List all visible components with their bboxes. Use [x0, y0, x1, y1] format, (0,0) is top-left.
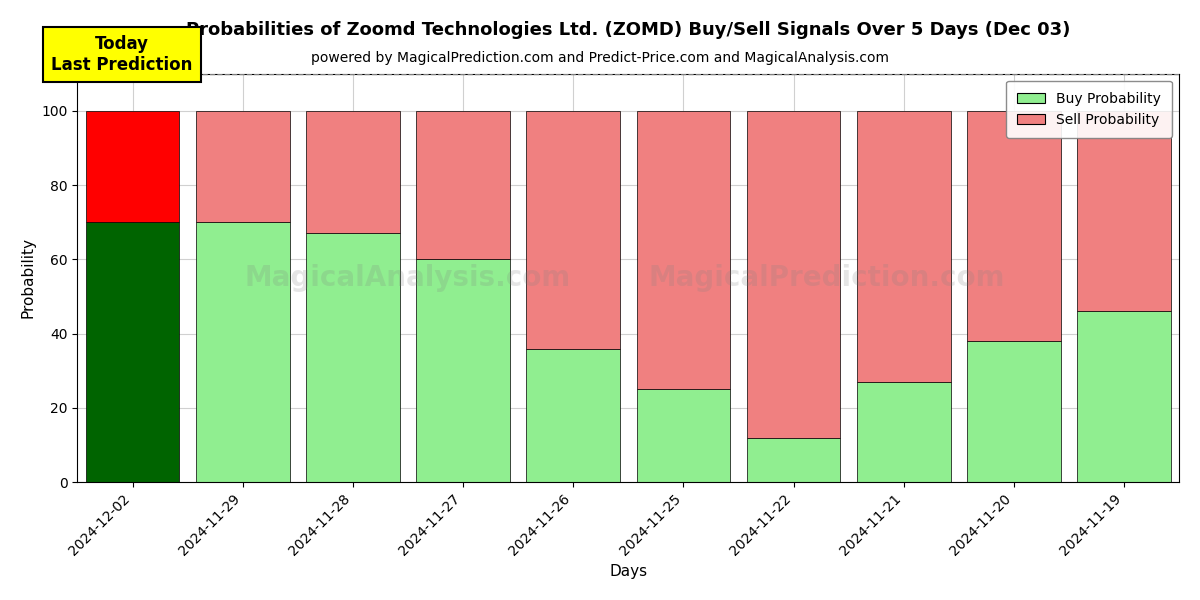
Bar	[1078, 111, 1171, 311]
Text: MagicalPrediction.com: MagicalPrediction.com	[648, 264, 1004, 292]
Bar	[527, 349, 620, 482]
X-axis label: Days: Days	[610, 564, 647, 579]
Bar	[746, 437, 840, 482]
Bar	[967, 341, 1061, 482]
Bar	[306, 111, 400, 233]
Text: Today
Last Prediction: Today Last Prediction	[50, 35, 192, 74]
Bar	[416, 259, 510, 482]
Text: MagicalAnalysis.com: MagicalAnalysis.com	[245, 264, 571, 292]
Y-axis label: Probability: Probability	[20, 238, 36, 319]
Bar	[416, 111, 510, 259]
Bar	[1078, 311, 1171, 482]
Bar	[306, 233, 400, 482]
Bar	[636, 389, 731, 482]
Bar	[196, 111, 289, 222]
Bar	[857, 382, 950, 482]
Title: Probabilities of Zoomd Technologies Ltd. (ZOMD) Buy/Sell Signals Over 5 Days (De: Probabilities of Zoomd Technologies Ltd.…	[186, 21, 1070, 39]
Bar	[636, 111, 731, 389]
Text: powered by MagicalPrediction.com and Predict-Price.com and MagicalAnalysis.com: powered by MagicalPrediction.com and Pre…	[311, 51, 889, 65]
Bar	[746, 111, 840, 437]
Bar	[85, 222, 179, 482]
Bar	[527, 111, 620, 349]
Bar	[967, 111, 1061, 341]
Bar	[857, 111, 950, 382]
Legend: Buy Probability, Sell Probability: Buy Probability, Sell Probability	[1007, 80, 1172, 138]
Bar	[196, 222, 289, 482]
Bar	[85, 111, 179, 222]
